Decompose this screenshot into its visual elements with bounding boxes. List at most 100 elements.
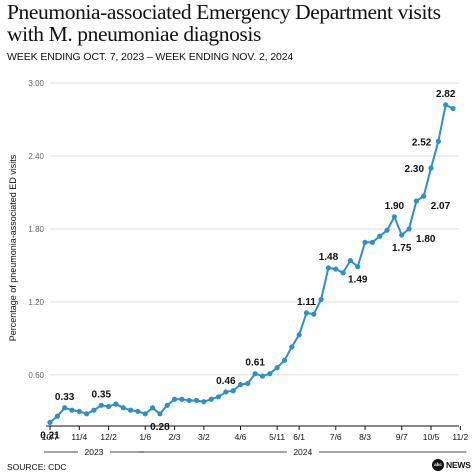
y-tick-label: 1.20 [28,298,44,307]
data-point [186,397,192,404]
x-tick-label: 10/7 [42,432,59,442]
data-point [333,266,339,272]
year-label: 2023 [85,447,104,457]
data-point [223,389,229,395]
y-tick-label: 3.00 [28,79,44,88]
y-tick-label: 1.80 [28,225,44,234]
data-point [84,411,90,417]
data-label: 1.48 [319,252,339,263]
x-tick-label: 5/11 [269,432,285,442]
data-label: 1.11 [297,297,316,308]
data-point [230,388,236,394]
data-point [69,407,75,413]
data-point [289,344,295,350]
x-tick-label: 4/6 [235,432,247,442]
data-point [391,214,397,220]
data-point [303,310,310,316]
data-point [113,401,119,407]
data-label: 1.75 [392,243,412,254]
x-tick-label: 2/3 [169,432,181,442]
x-tick-label: 8/3 [359,432,371,442]
data-label: 0.61 [245,358,265,369]
data-point [171,396,178,402]
data-point [267,371,273,377]
data-point [142,411,148,417]
data-point [274,365,280,371]
y-axis-ticks: 3.00 2.40 1.80 1.20 0.60 [28,79,44,380]
data-point [325,265,332,271]
x-tick-label: 10/5 [423,432,440,442]
x-tick-label: 6/1 [293,432,305,442]
data-point [355,264,361,270]
data-label: 1.80 [416,234,436,245]
data-point [435,138,441,144]
data-label: 0.21 [40,430,60,441]
abc-logo-icon: abc [432,459,444,471]
data-point [106,403,112,410]
data-point [259,373,266,379]
data-label: 2.30 [405,164,425,175]
data-label: 2.52 [412,137,432,148]
data-label: 1.90 [385,201,405,212]
data-point [47,419,53,425]
source-note: SOURCE: CDC [7,462,67,472]
data-point [369,239,375,245]
data-point [362,239,368,245]
data-point [179,396,185,402]
x-tick-label: 3/2 [198,432,210,442]
data-point [428,165,434,171]
data-point [149,405,156,411]
data-point [193,397,200,404]
data-point [311,311,317,317]
chart-title: Pneumonia-associated Emergency Departmen… [7,0,441,46]
data-point [347,257,354,264]
data-label: 2.07 [431,201,451,212]
data-label: 1.49 [348,275,368,286]
x-tick-label: 7/6 [330,432,342,442]
data-point [98,402,104,408]
data-label: 2.82 [436,89,456,100]
grid-lines [50,82,459,376]
data-label: 0.35 [92,389,112,400]
data-point [120,405,126,411]
data-point [296,332,302,338]
data-label: 0.46 [216,376,236,387]
data-point [215,394,222,400]
data-point [318,296,324,303]
data-point [413,198,419,204]
data-point [399,232,405,238]
news-wordmark: NEWS [446,460,471,470]
data-point [91,407,97,413]
x-axis-ticks: 10/7 11/4 12/2 1/6 2/3 3/2 4/6 5/11 6/1 7/6 8/3 9/7… [42,426,469,442]
x-tick-label: 12/2 [100,432,117,442]
chart-subtitle: WEEK ENDING OCT. 7, 2023 – WEEK ENDING N… [7,51,294,63]
data-point [164,402,170,408]
data-point [135,408,141,415]
data-point [377,233,383,239]
data-point [281,357,288,363]
data-point [201,399,207,405]
data-point [406,226,412,232]
x-tick-label: 9/7 [396,432,408,442]
abc-news-logo: abc NEWS [432,458,471,472]
data-point [54,413,60,419]
year-brackets: 2023 2024 [44,447,467,457]
data-point [208,396,214,402]
y-axis-label: Percentage of pneumonia-associated ED vi… [8,154,18,341]
data-point [237,382,244,388]
data-point [384,227,390,233]
data-point [245,380,251,387]
data-label: 0.28 [150,422,170,433]
data-label: 0.33 [55,392,75,403]
data-point [252,371,258,377]
x-tick-label: 1/6 [139,432,151,442]
data-point [128,407,134,413]
series-markers [47,102,456,425]
year-label: 2024 [293,447,312,457]
y-tick-label: 0.60 [28,371,44,380]
x-tick-label: 11/4 [71,432,87,442]
data-point [450,105,456,112]
data-point [157,411,163,417]
x-tick-label: 11/2 [452,432,468,442]
